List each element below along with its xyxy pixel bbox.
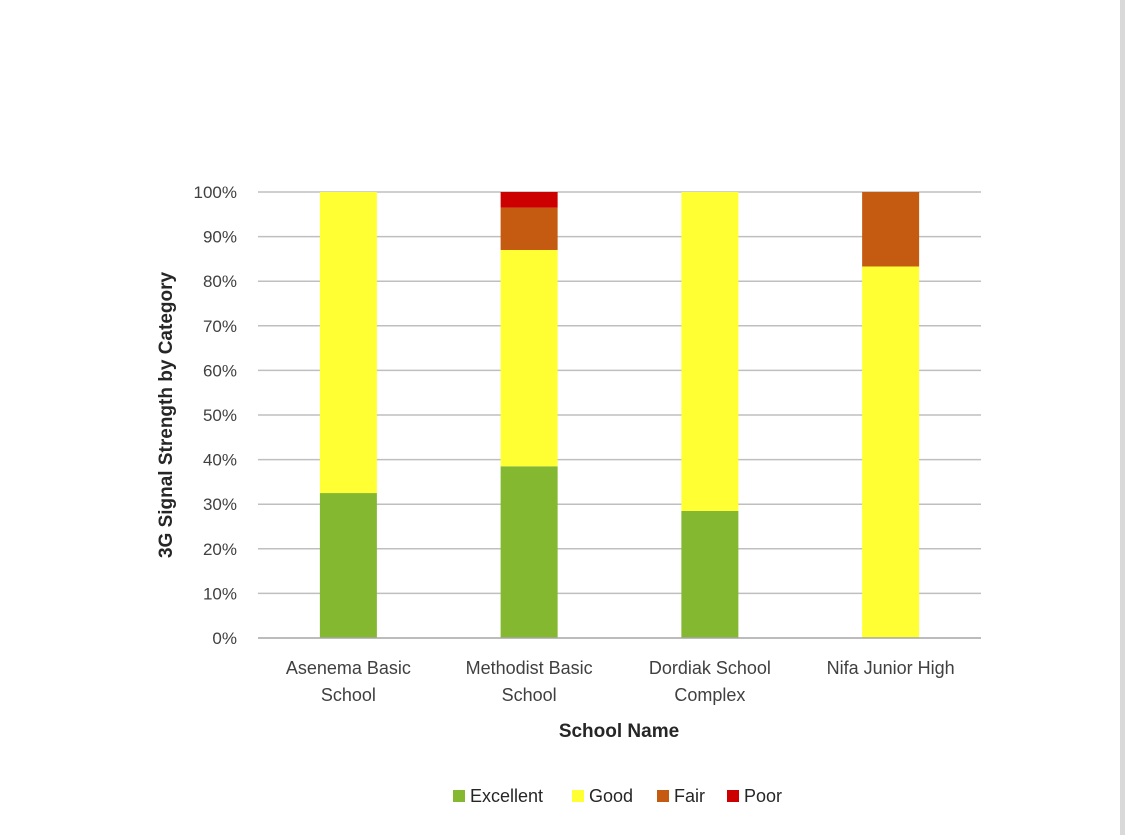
- legend: Excellent Good Fair Poor: [453, 786, 782, 806]
- x-tick-label: Methodist Basic: [466, 658, 593, 678]
- legend-label-excellent: Excellent: [470, 786, 543, 806]
- y-tick-label: 70%: [203, 317, 237, 336]
- bar-segment-good: [319, 192, 377, 494]
- y-tick-label: 50%: [203, 406, 237, 425]
- bar-segment-excellent: [500, 466, 558, 638]
- bar-segment-excellent: [319, 493, 377, 638]
- bar-segment-good: [862, 266, 920, 638]
- x-tick-label: Dordiak School: [649, 658, 771, 678]
- page-edge: [1120, 0, 1125, 835]
- y-tick-label: 20%: [203, 540, 237, 559]
- y-tick-label: 30%: [203, 495, 237, 514]
- gridlines: [258, 191, 981, 595]
- legend-swatch-fair: [657, 790, 669, 802]
- bar-segment-excellent: [681, 510, 739, 638]
- bar-segment-fair: [500, 207, 558, 250]
- x-tick-label: Asenema Basic: [286, 658, 411, 678]
- x-tick-label: School: [502, 685, 557, 705]
- x-tick-label: Nifa Junior High: [827, 658, 955, 678]
- legend-label-good: Good: [589, 786, 633, 806]
- y-tick-label: 100%: [194, 183, 237, 202]
- y-tick-label: 40%: [203, 451, 237, 470]
- x-tick-label: School: [321, 685, 376, 705]
- y-tick-label: 90%: [203, 228, 237, 247]
- legend-swatch-good: [572, 790, 584, 802]
- x-tick-label: Complex: [674, 685, 745, 705]
- y-tick-label: 0%: [212, 629, 237, 648]
- legend-swatch-excellent: [453, 790, 465, 802]
- y-tick-label: 10%: [203, 584, 237, 603]
- y-tick-label: 80%: [203, 272, 237, 291]
- x-axis-title: School Name: [559, 721, 679, 742]
- bars: [319, 192, 920, 638]
- legend-swatch-poor: [727, 790, 739, 802]
- legend-label-poor: Poor: [744, 786, 782, 806]
- y-tick-label: 60%: [203, 361, 237, 380]
- legend-label-fair: Fair: [674, 786, 705, 806]
- bar-segment-good: [681, 192, 739, 511]
- labels: 0% 10% 20% 30% 40% 50% 60% 70% 80% 90% 100% Asenema…: [194, 183, 955, 705]
- bar-segment-good: [500, 249, 558, 467]
- y-axis-title: 3G Signal Strength by Category: [156, 272, 177, 559]
- bar-segment-poor: [500, 192, 558, 208]
- bar-segment-fair: [862, 192, 920, 267]
